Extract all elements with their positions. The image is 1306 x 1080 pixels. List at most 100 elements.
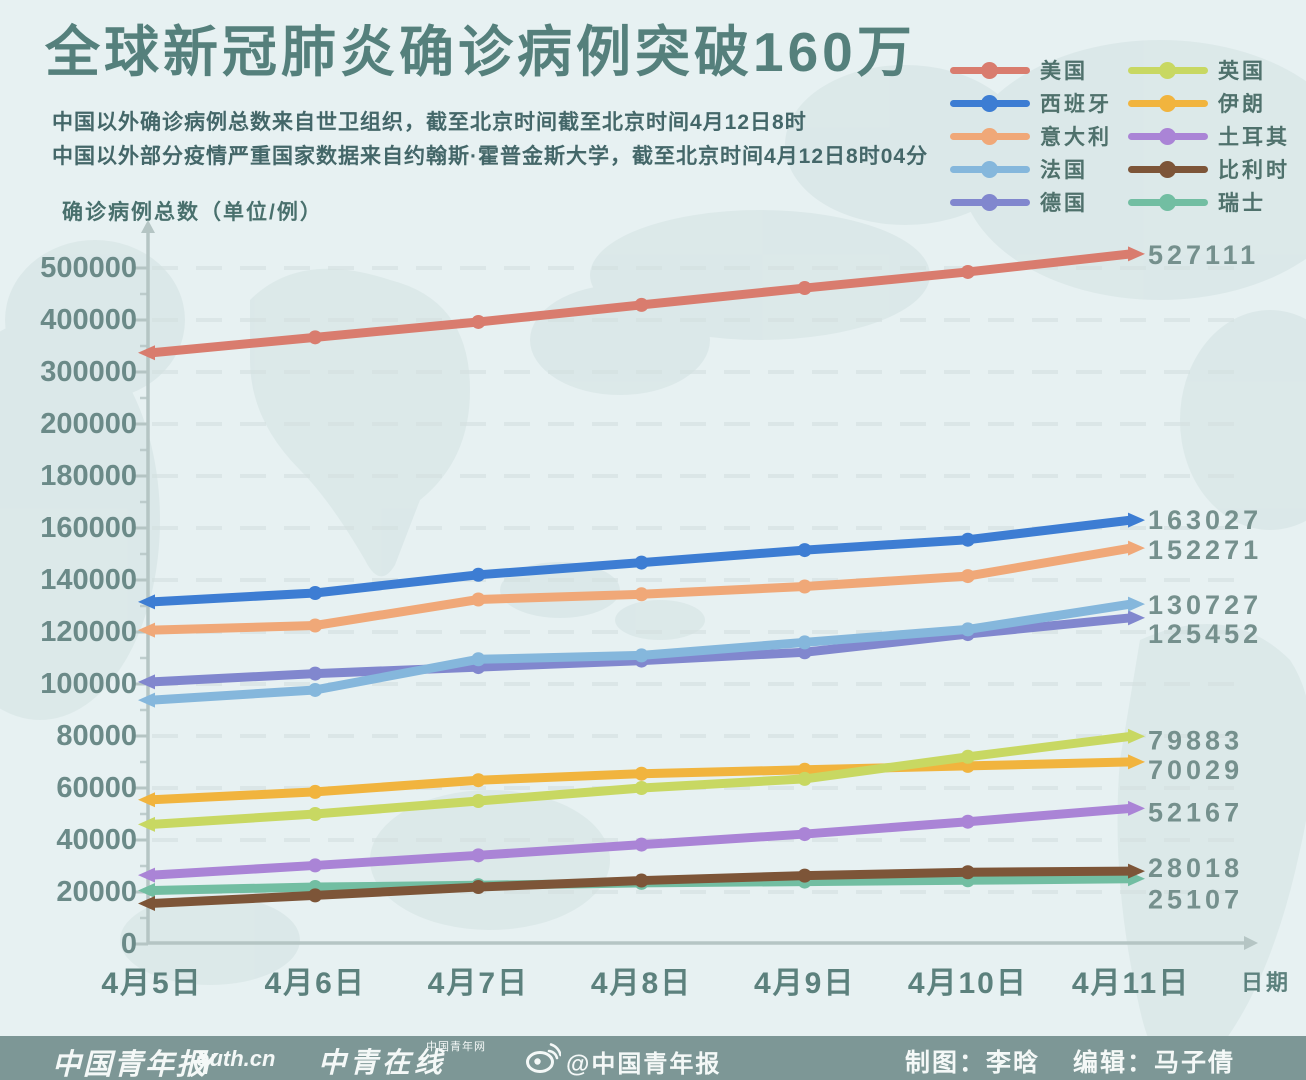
series-marker-italy bbox=[308, 618, 323, 633]
turkey-line-swatch bbox=[1128, 127, 1208, 145]
series-marker-belgium bbox=[308, 888, 323, 903]
series-marker-iran bbox=[634, 766, 649, 781]
series-end-arrow-spain bbox=[1128, 512, 1146, 528]
end-value-label-uk: 79883 bbox=[1148, 725, 1243, 755]
legend-label: 伊朗 bbox=[1218, 93, 1266, 116]
legend-item-usa: 美国 bbox=[950, 57, 1088, 83]
y-tick-label: 300000 bbox=[40, 356, 137, 388]
switzerland-line-swatch bbox=[1128, 193, 1208, 211]
x-tick-label: 4月10日 bbox=[908, 967, 1028, 1000]
series-marker-turkey bbox=[634, 837, 649, 852]
subtitle-line-2: 中国以外部分疫情严重国家数据来自约翰斯·霍普金斯大学，截至北京时间4月12日8时… bbox=[52, 145, 929, 168]
legend-item-france: 法国 bbox=[950, 156, 1088, 182]
series-start-arrow-italy bbox=[138, 622, 155, 638]
series-end-arrow-italy bbox=[1128, 540, 1146, 556]
series-marker-italy bbox=[797, 579, 812, 594]
end-value-label-france: 130727 bbox=[1148, 590, 1262, 620]
germany-line-swatch bbox=[950, 193, 1030, 211]
zhongqing-online-logo: 中青在线 bbox=[318, 1046, 447, 1079]
series-end-arrow-uk bbox=[1128, 728, 1146, 744]
legend-label: 法国 bbox=[1040, 159, 1088, 182]
series-marker-spain bbox=[471, 567, 486, 582]
subtitle-line-1: 中国以外确诊病例总数来自世卫组织，截至北京时间截至北京时间4月12日8时 bbox=[52, 111, 807, 134]
series-marker-france bbox=[471, 652, 486, 667]
series-marker-belgium bbox=[797, 868, 812, 883]
series-end-arrow-iran bbox=[1128, 754, 1146, 770]
x-tick-label: 4月5日 bbox=[101, 967, 202, 1000]
series-marker-belgium bbox=[634, 873, 649, 888]
series-marker-iran bbox=[471, 773, 486, 788]
legend-label: 美国 bbox=[1040, 60, 1088, 83]
legend-item-turkey: 土耳其 bbox=[1128, 123, 1290, 149]
x-tick-label: 4月9日 bbox=[754, 967, 855, 1000]
end-value-label-usa: 527111 bbox=[1148, 240, 1259, 270]
series-end-arrow-turkey bbox=[1128, 800, 1146, 816]
series-marker-uk bbox=[634, 781, 649, 795]
y-tick-label: 500000 bbox=[40, 252, 137, 284]
series-end-arrow-belgium bbox=[1128, 863, 1146, 879]
legend-label: 意大利 bbox=[1040, 126, 1112, 149]
series-marker-usa bbox=[471, 314, 486, 329]
uk-line-swatch bbox=[1128, 61, 1208, 79]
x-tick-label: 4月11日 bbox=[1072, 967, 1190, 1000]
y-tick-label: 200000 bbox=[40, 408, 137, 440]
x-tick-label: 4月6日 bbox=[264, 967, 365, 1000]
series-marker-usa bbox=[797, 281, 812, 296]
y-tick-label: 100000 bbox=[40, 668, 137, 700]
series-marker-usa bbox=[960, 264, 975, 279]
belgium-line-swatch bbox=[1128, 160, 1208, 178]
series-marker-france bbox=[634, 648, 649, 663]
series-marker-belgium bbox=[960, 865, 975, 880]
legend-item-switzerland: 瑞士 bbox=[1128, 189, 1266, 215]
end-value-label-iran: 70029 bbox=[1148, 755, 1243, 785]
end-value-label-germany: 125452 bbox=[1148, 619, 1262, 649]
legend-label: 瑞士 bbox=[1218, 192, 1266, 215]
credit-designer: 制图：李晗 bbox=[905, 1049, 1041, 1077]
weibo-icon bbox=[525, 1042, 561, 1074]
series-start-arrow-usa bbox=[138, 345, 155, 361]
y-tick-label: 140000 bbox=[40, 564, 137, 596]
series-marker-italy bbox=[634, 587, 649, 602]
series-marker-france bbox=[797, 635, 812, 650]
spain-line-swatch bbox=[950, 94, 1030, 112]
page-title: 全球新冠肺炎确诊病例突破160万 bbox=[45, 21, 916, 83]
series-marker-uk bbox=[308, 807, 323, 821]
series-end-arrow-usa bbox=[1128, 246, 1146, 262]
series-marker-spain bbox=[960, 532, 975, 547]
france-line-swatch bbox=[950, 160, 1030, 178]
legend-item-belgium: 比利时 bbox=[1128, 156, 1290, 182]
series-marker-uk bbox=[797, 771, 812, 786]
series-marker-usa bbox=[308, 330, 323, 345]
usa-line-swatch bbox=[950, 61, 1030, 79]
y-tick-label: 180000 bbox=[40, 460, 137, 492]
weibo-handle: @中国青年报 bbox=[566, 1051, 722, 1078]
italy-line-swatch bbox=[950, 127, 1030, 145]
legend-label: 德国 bbox=[1040, 192, 1088, 215]
series-marker-belgium bbox=[471, 880, 486, 895]
legend-item-uk: 英国 bbox=[1128, 57, 1266, 83]
y-axis-title: 确诊病例总数（单位/例） bbox=[62, 201, 323, 224]
y-tick-label: 40000 bbox=[56, 824, 137, 856]
y-tick-label: 60000 bbox=[56, 772, 137, 804]
series-marker-germany bbox=[308, 666, 323, 681]
series-marker-turkey bbox=[797, 827, 812, 842]
series-marker-uk bbox=[471, 794, 486, 808]
legend-label: 英国 bbox=[1218, 60, 1266, 83]
series-start-arrow-germany bbox=[138, 674, 155, 690]
series-start-arrow-spain bbox=[138, 594, 155, 610]
series-start-arrow-france bbox=[138, 692, 155, 708]
y-tick-label: 20000 bbox=[56, 876, 137, 908]
series-marker-italy bbox=[960, 569, 975, 584]
end-value-label-italy: 152271 bbox=[1148, 535, 1262, 565]
end-value-label-belgium: 28018 bbox=[1148, 853, 1243, 883]
legend-item-iran: 伊朗 bbox=[1128, 90, 1266, 116]
legend-item-italy: 意大利 bbox=[950, 123, 1112, 149]
x-tick-label: 4月7日 bbox=[428, 967, 529, 1000]
y-tick-label: 120000 bbox=[40, 616, 137, 648]
y-tick-label: 0 bbox=[121, 928, 137, 960]
series-end-arrow-germany bbox=[1128, 610, 1146, 626]
